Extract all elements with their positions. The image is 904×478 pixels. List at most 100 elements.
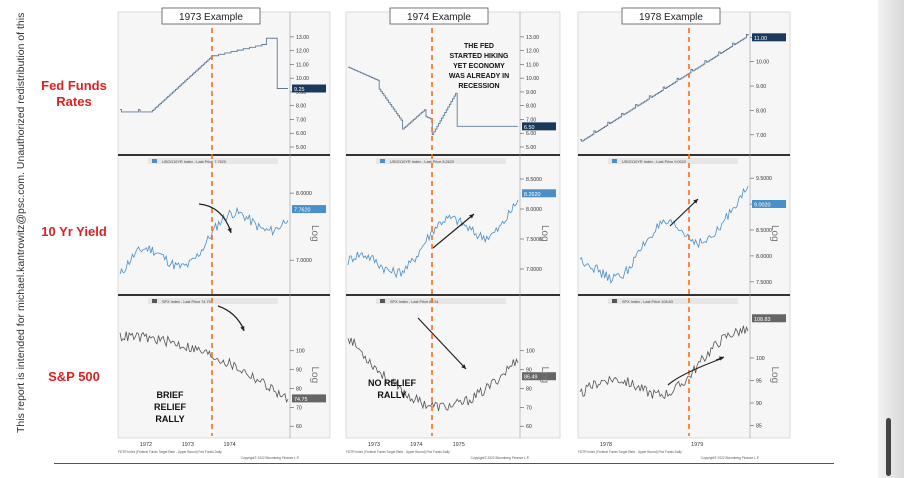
last-value-label: 74.75 <box>294 397 308 403</box>
last-value-label: 11.00 <box>754 36 767 42</box>
y-tick-label: 12.00 <box>296 49 309 55</box>
legend-text: SPX Index - Last Price 74.75 <box>162 300 211 304</box>
spx-line <box>347 337 519 412</box>
yield-line <box>119 206 289 275</box>
arrow-1978-spx <box>667 357 724 386</box>
arrow-1974-yield <box>432 213 475 249</box>
y-tick-label: 9.00 <box>756 84 766 90</box>
copyright-note: Copyright© 2022 Bloomberg Finance L.P. <box>701 456 760 460</box>
chart-title-box-2 <box>621 7 721 25</box>
fed-annotation-line: STARTED HIKING <box>450 53 510 60</box>
chart-title-box-0 <box>161 7 261 25</box>
chart-title: 1978 Example <box>639 12 703 23</box>
y-tick-label: 80 <box>296 386 302 392</box>
row-label-fed-funds-text: Fed Funds Rates <box>41 78 107 109</box>
chart-frame-0 <box>117 11 331 439</box>
left-margin <box>0 0 22 478</box>
y-tick-label: 100 <box>756 356 765 362</box>
y-tick-label: 80 <box>526 386 532 392</box>
arrow-1974-spx-head <box>461 364 466 369</box>
log-scale-label: Log <box>539 225 550 242</box>
fed-annotation-line: THE FED <box>464 43 494 50</box>
y-tick-label: 7.5000 <box>756 280 772 286</box>
x-tick-label: 1972 <box>140 442 152 448</box>
copyright-note: Copyright© 2022 Bloomberg Finance L.P. <box>241 456 300 460</box>
legend-text: USGG10YR Index - Last Price 7.7620 <box>162 160 226 164</box>
last-value-box <box>292 394 326 403</box>
last-value-label: 9.0020 <box>754 202 771 208</box>
chart-title: 1973 Example <box>179 12 243 23</box>
fed-funds-line <box>120 37 288 113</box>
charts-canvas: 1973 Example 13.00 12.00 11.00 10.00 9.00 8.00… <box>117 7 791 460</box>
last-value-box <box>522 372 556 381</box>
y-tick-label: 9.00 <box>526 90 536 96</box>
y-tick-label: 12.00 <box>526 49 539 55</box>
y-tick-label: 9.00 <box>296 90 306 96</box>
y-tick-label: 13.00 <box>296 35 309 41</box>
last-value-label: 8.2620 <box>524 192 541 198</box>
y-tick-label: 7.0000 <box>526 267 542 273</box>
row-label-fed-funds: Fed Funds Rates <box>30 78 118 110</box>
last-value-box <box>292 84 326 93</box>
y-tick-label: 6.00 <box>296 131 306 137</box>
y-tick-label: 7.00 <box>756 133 766 139</box>
y-tick-label: 10.00 <box>296 76 309 82</box>
legend-swatch <box>612 159 617 163</box>
y-tick-label: 10.00 <box>756 60 769 66</box>
y-tick-label: 13.00 <box>526 35 539 41</box>
spx-annotation-line: NO RELIEF <box>368 378 417 388</box>
copyright-note: Copyright© 2022 Bloomberg Finance L.P. <box>471 456 530 460</box>
source-note: FDTR Index (Federal Funds Target Rate - … <box>118 450 222 454</box>
y-tick-label: 95 <box>756 379 762 385</box>
last-value-box <box>752 199 786 208</box>
x-tick-label: 1974 <box>223 442 235 448</box>
fed-annotation-line: WAS ALREADY IN <box>449 73 509 80</box>
last-value-label: 9.25 <box>294 87 305 93</box>
legend-text: USGG10YR Index - Last Price 9.0020 <box>622 160 686 164</box>
x-tick-label: 1973 <box>368 442 380 448</box>
legend-swatch <box>380 159 385 163</box>
y-tick-label: 9.5000 <box>756 176 772 182</box>
y-tick-label: 8.0000 <box>526 207 542 213</box>
scrollbar-thumb[interactable] <box>886 418 891 476</box>
legend-swatch <box>152 159 157 163</box>
last-value-box <box>292 205 326 214</box>
row-label-sp500: S&P 500 <box>48 369 100 384</box>
arrow-1973-yield-tip-head <box>227 228 232 233</box>
y-tick-label: 8.5000 <box>526 177 542 183</box>
arrow-1978-spx-tip-head <box>719 356 724 361</box>
yield-line <box>347 199 519 279</box>
legend-swatch <box>152 299 157 303</box>
fed-funds-line <box>580 33 749 142</box>
legend-text: SPX Index - Last Price 108.83 <box>622 300 673 304</box>
last-value-box <box>522 122 556 131</box>
y-tick-label: 70 <box>296 405 302 411</box>
legend-swatch <box>612 299 617 303</box>
y-tick-label: 5.00 <box>296 145 306 151</box>
y-tick-label: 8.0000 <box>756 254 772 260</box>
spx-annotation-line: RALLY <box>377 390 406 400</box>
y-tick-label: 100 <box>296 349 305 355</box>
last-value-box <box>752 33 786 42</box>
spx-annotation-line: RALLY <box>155 414 184 424</box>
fed-funds-line <box>348 66 518 136</box>
last-value-label: 7.7620 <box>294 208 311 214</box>
legend-strip <box>608 158 738 164</box>
last-value-label: 86.49 <box>524 375 538 381</box>
chart-frame-1 <box>345 11 561 439</box>
chart-title-box-1 <box>389 7 489 25</box>
y-tick-label: 8.00 <box>756 108 766 114</box>
y-tick-label: 11.00 <box>296 62 309 68</box>
y-tick-label: 8.5000 <box>756 228 772 234</box>
x-tick-label: 1973 <box>182 442 194 448</box>
y-tick-label: 7.00 <box>296 117 306 123</box>
last-value-box <box>522 189 556 198</box>
legend-strip <box>148 298 278 304</box>
arrow-1973-spx-tip-head <box>240 326 245 331</box>
chart-title: 1974 Example <box>407 12 471 23</box>
y-tick-label: 90 <box>756 401 762 407</box>
footer-rule <box>54 463 834 464</box>
y-tick-label: 7.00 <box>526 117 536 123</box>
legend-strip <box>376 298 506 304</box>
x-tick-label: 1975 <box>453 442 465 448</box>
